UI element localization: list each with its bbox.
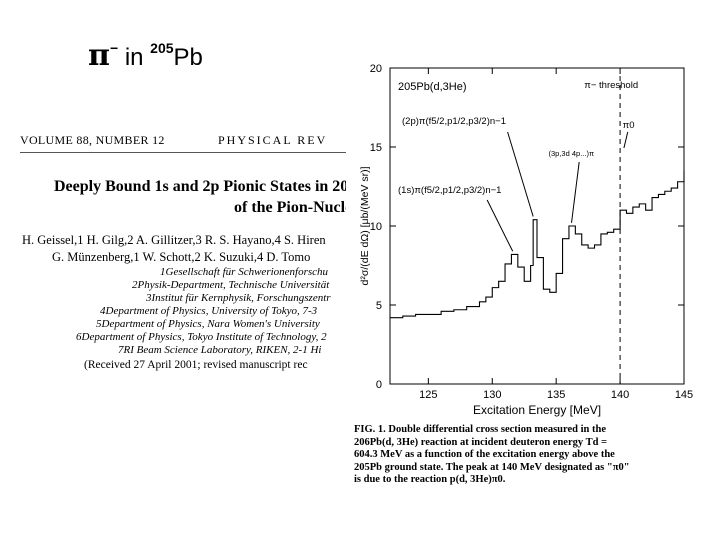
leader-3p	[571, 161, 580, 223]
title-element: Pb	[173, 44, 203, 71]
pi0-label: π0	[623, 120, 635, 131]
affiliation-7: 7RI Beam Science Laboratory, RIKEN, 2-1 …	[118, 344, 322, 356]
journal-name: PHYSICAL REV	[218, 133, 328, 147]
x-tick-label: 135	[547, 389, 565, 401]
leader-1s	[486, 199, 514, 252]
leader-pi0	[623, 131, 629, 149]
affiliation-3: 3Institut für Kernphysik, Forschungszent…	[146, 292, 331, 304]
paper-excerpt: VOLUME 88, NUMBER 12 PHYSICAL REV Deeply…	[20, 128, 346, 378]
affiliation-5: 5Department of Physics, Nara Women's Uni…	[96, 318, 320, 330]
affiliation-4: 4Department of Physics, University of To…	[100, 305, 318, 317]
header-rule	[20, 152, 346, 153]
chart-annotations: 205Pb(d,3He) π− threshold π0 (2p)π(f5/2,p1/…	[398, 80, 638, 252]
y-tick-label: 15	[370, 142, 382, 154]
caption-line3: 604.3 MeV as a function of the excitatio…	[354, 449, 615, 460]
state-2p-label: (2p)π(f5/2,p1/2,p3/2)n−1	[402, 116, 506, 127]
paper-title-line1: Deeply Bound 1s and 2p Pionic States in …	[54, 178, 346, 195]
leader-2p	[507, 131, 534, 217]
volume-number: VOLUME 88, NUMBER 12	[20, 133, 165, 147]
journal-header: VOLUME 88, NUMBER 12 PHYSICAL REV	[20, 133, 346, 148]
title-mass-number: 205	[150, 40, 174, 56]
figure-caption: FIG. 1. Double differential cross sectio…	[354, 424, 704, 487]
spectrum-chart: 0 5 10 15 20 125 130 135 140 145 Excitation Energy…	[359, 63, 693, 417]
state-3p-label: (3p,3d 4p...)π	[549, 149, 595, 158]
reaction-label: 205Pb(d,3He)	[398, 81, 467, 93]
received-date: (Received 27 April 2001; revised manuscr…	[84, 359, 308, 371]
state-1s-label: (1s)π(f5/2,p1/2,p3/2)n−1	[398, 185, 501, 196]
threshold-label: π− threshold	[584, 80, 638, 91]
slide-title: π− in 205Pb	[88, 38, 203, 73]
spectrum-line	[390, 170, 685, 319]
y-tick-label: 5	[376, 300, 382, 312]
x-tick-label: 140	[611, 389, 629, 401]
affiliation-2: 2Physik-Department, Technische Universit…	[132, 279, 330, 291]
x-tick-label: 145	[675, 389, 693, 401]
y-axis-label: d²σ/(dE dΩ) [μb/(MeV sr)]	[359, 166, 371, 285]
caption-line5: is due to the reaction p(d, 3He)π0.	[354, 474, 506, 485]
plot-area: 0 5 10 15 20 125 130 135 140 145 Excitation Energy…	[359, 63, 693, 417]
paper-title-line2: of the Pion-Nucle	[234, 199, 346, 216]
title-charge: −	[109, 40, 119, 56]
affiliation-1: 1Gesellschaft für Schwerionenforschu	[160, 266, 329, 278]
x-tick-label: 130	[483, 389, 501, 401]
y-tick-label: 10	[370, 221, 382, 233]
x-tick-label: 125	[419, 389, 437, 401]
authors-line1: H. Geissel,1 H. Gilg,2 A. Gillitzer,3 R.…	[22, 233, 326, 247]
y-tick-label: 20	[370, 63, 382, 75]
authors-line2: G. Münzenberg,1 W. Schott,2 K. Suzuki,4 …	[52, 250, 311, 264]
caption-line1: FIG. 1. Double differential cross sectio…	[354, 424, 606, 435]
title-pi-symbol: π	[88, 38, 110, 73]
y-tick-label: 0	[376, 379, 382, 391]
x-axis-label: Excitation Energy [MeV]	[473, 403, 601, 417]
caption-line4: 205Pb ground state. The peak at 140 MeV …	[354, 461, 630, 473]
caption-line2: 206Pb(d, 3He) reaction at incident deute…	[354, 436, 608, 448]
title-in: in	[118, 44, 151, 71]
affiliation-6: 6Department of Physics, Tokyo Institute …	[76, 331, 327, 343]
